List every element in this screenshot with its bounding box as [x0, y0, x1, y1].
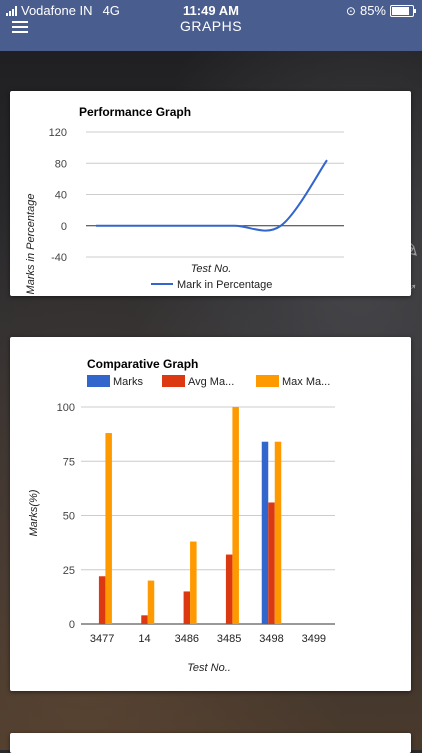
bar-avgma-3486[interactable] — [183, 591, 191, 624]
chart-title: Performance Graph — [79, 105, 191, 119]
y-axis-title: Marks(%) — [28, 489, 40, 536]
y-tick-label: 40 — [55, 190, 67, 202]
bar-maxma-3477[interactable] — [105, 433, 112, 624]
y-tick-label: 0 — [69, 619, 75, 631]
y-tick-label: 100 — [57, 402, 75, 414]
next-card — [10, 733, 411, 753]
page-title: GRAPHS — [179, 18, 243, 34]
rotation-lock-icon: ⊙ — [345, 3, 356, 18]
legend-swatch-max — [256, 375, 279, 387]
series-line-mark-in-percentage — [95, 159, 328, 232]
comparative-bar-chart: Comparative Graph Marks Avg Ma... Max Ma… — [28, 357, 335, 674]
x-tick-label: 3477 — [90, 633, 114, 645]
bar-maxma-14[interactable] — [147, 580, 155, 624]
network-type: 4G — [102, 3, 120, 18]
carrier-name: Vodafone IN — [21, 3, 93, 18]
y-tick-label: 75 — [63, 456, 75, 468]
legend-swatch-marks — [87, 375, 110, 387]
bar-avgma-3498[interactable] — [268, 502, 275, 624]
legend-label: Mark in Percentage — [177, 279, 272, 291]
chart-title: Comparative Graph — [87, 357, 198, 371]
legend-label-marks: Marks — [113, 376, 143, 388]
status-bar: Vodafone IN 4G 11:49 AM ⊙ 85% — [0, 0, 422, 22]
x-tick-label: 3485 — [217, 633, 241, 645]
bar-marks-3498[interactable] — [261, 441, 269, 624]
performance-line-chart: Performance Graph 120 80 40 0 -40 Marks in P… — [25, 105, 344, 295]
y-tick-label: 120 — [49, 127, 67, 139]
app-header: Vodafone IN 4G 11:49 AM ⊙ 85% GRAPHS — [0, 0, 422, 51]
legend-label-max: Max Ma... — [282, 376, 330, 388]
x-axis-title: Test No. — [191, 263, 232, 275]
bar-maxma-3498[interactable] — [274, 441, 282, 624]
legend-swatch-avg — [162, 375, 185, 387]
x-axis-title: Test No.. — [187, 662, 231, 674]
bar-avgma-14[interactable] — [141, 615, 148, 624]
bar-maxma-3486[interactable] — [190, 541, 197, 624]
clock: 11:49 AM — [183, 3, 239, 18]
chart-legend: Mark in Percentage — [151, 279, 272, 291]
y-tick-label: 25 — [63, 565, 75, 577]
performance-graph-card: Performance Graph 120 80 40 0 -40 Marks in P… — [10, 91, 411, 296]
signal-strength-icon — [6, 5, 17, 16]
y-tick-label: -40 — [51, 252, 67, 264]
x-tick-label: 3498 — [259, 633, 283, 645]
y-axis-title: Marks in Percentage — [25, 194, 37, 295]
battery-percentage: 85% — [359, 3, 386, 18]
bar-avgma-3485[interactable] — [225, 554, 233, 624]
x-tick-label: 14 — [138, 633, 150, 645]
bar-avgma-3477[interactable] — [98, 576, 106, 624]
y-tick-label: 50 — [63, 511, 75, 523]
comparative-graph-card: Comparative Graph Marks Avg Ma... Max Ma… — [10, 337, 411, 691]
hamburger-icon[interactable] — [12, 21, 28, 33]
chart-legend: Marks Avg Ma... Max Ma... — [87, 375, 330, 388]
bar-maxma-3485[interactable] — [232, 407, 239, 624]
battery-icon — [390, 4, 416, 17]
x-tick-label: 3499 — [302, 633, 326, 645]
x-tick-label: 3486 — [175, 633, 199, 645]
y-tick-label: 0 — [61, 221, 67, 233]
legend-label-avg: Avg Ma... — [188, 376, 234, 388]
y-tick-label: 80 — [55, 158, 67, 170]
